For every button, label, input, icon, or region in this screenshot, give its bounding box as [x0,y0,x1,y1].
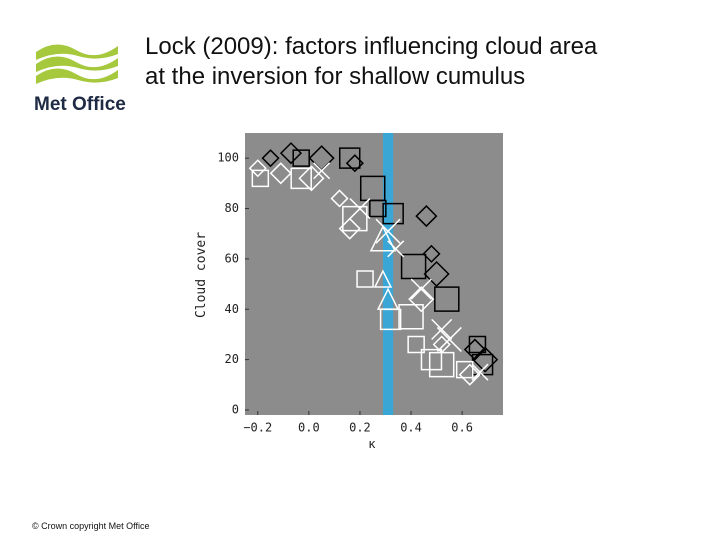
point [269,162,292,185]
point [422,244,441,263]
series [248,159,481,386]
logo-wave [36,56,118,72]
series [313,162,489,381]
y-tick-label: 100 [217,151,239,165]
y-tick-label: 0 [232,402,239,416]
point [468,335,487,354]
point [428,351,455,378]
point [313,162,331,180]
point [407,335,425,354]
y-axis-label: Cloud cover [194,232,209,318]
point [458,363,481,386]
y-tick-label: 60 [225,251,239,265]
footer: © Crown copyright Met Office [32,521,150,531]
point [373,269,393,288]
point [423,260,450,288]
title-line: at the inversion for shallow cumulus [145,63,525,90]
point [298,165,325,192]
series [292,147,494,376]
highlight-band [382,133,394,415]
x-tick-label: 0.4 [400,421,422,435]
y-tick-label: 80 [225,201,239,215]
x-tick-label: 0.2 [349,421,371,435]
point [290,167,312,190]
point [292,149,310,167]
plot-area [245,133,503,415]
x-tick-label: −0.2 [243,421,272,435]
point [434,286,460,312]
point [349,198,371,220]
x-tick-label: 0.6 [451,421,473,435]
point [261,149,280,168]
point [463,338,486,361]
x-axis-label: κ [369,436,376,451]
point [248,159,267,178]
point [338,217,361,240]
logo-wave [36,68,118,84]
point [375,218,401,244]
x-tick-label: 0.0 [298,421,320,435]
point [471,363,489,381]
series [369,225,400,310]
point [415,205,438,228]
point [376,287,400,310]
title-line: Lock (2009): factors influencing cloud a… [145,33,598,60]
point [382,202,404,225]
point [436,326,462,352]
point [338,147,361,169]
point [356,270,374,288]
logo: Met Office [34,44,126,115]
point [330,189,349,208]
point [410,278,432,300]
point [408,286,435,313]
point [369,199,387,218]
point [431,318,453,340]
y-tick-label: 20 [225,352,239,366]
logo-text: Met Office [34,94,126,115]
point [387,240,405,258]
point [455,360,474,379]
point [369,225,397,252]
y-tick-label: 40 [225,302,239,316]
point [400,253,427,280]
logo-wave [36,44,118,60]
point [420,348,443,371]
